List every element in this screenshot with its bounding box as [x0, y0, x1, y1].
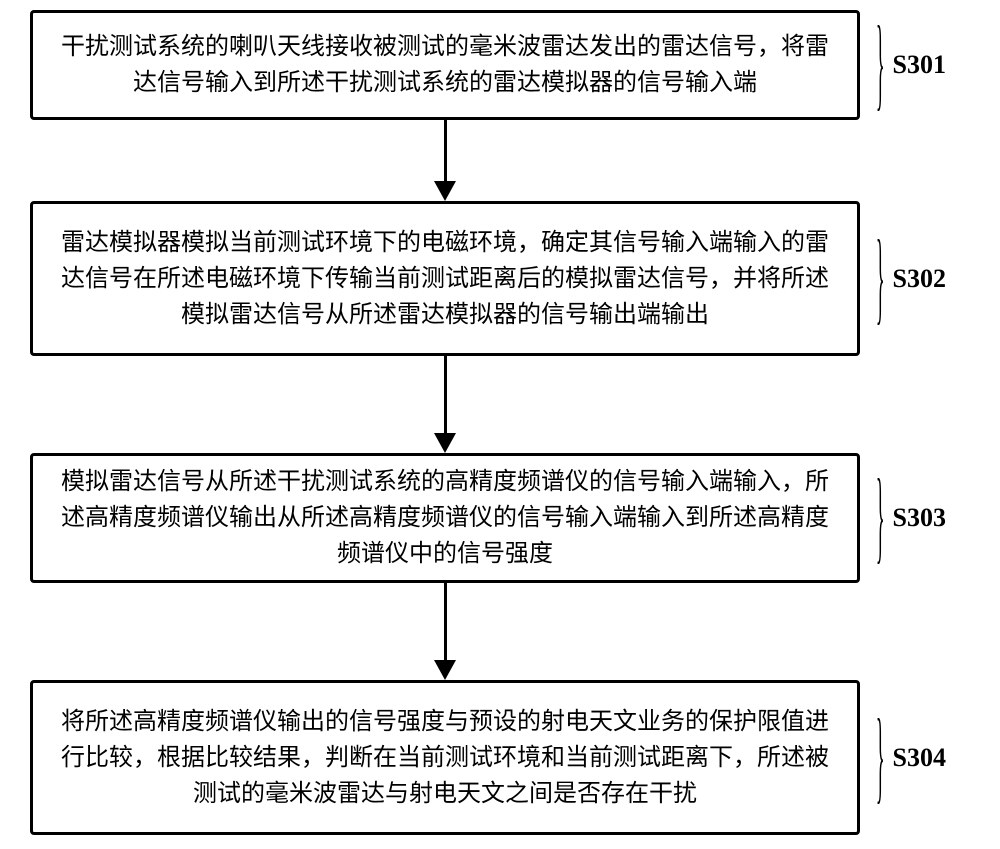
flow-step-tag: }S304 [874, 743, 946, 773]
flow-step-tag-label: S302 [892, 264, 945, 293]
flow-step-tag: }S302 [874, 264, 946, 294]
flow-node: 模拟雷达信号从所述干扰测试系统的高精度频谱仪的信号输入端输入，所述高精度频谱仪输… [30, 453, 860, 583]
arrow-head-icon [434, 433, 456, 453]
flow-node-text: 将所述高精度频谱仪输出的信号强度与预设的射电天文业务的保护限值进行比较，根据比较… [51, 704, 839, 812]
flow-node: 将所述高精度频谱仪输出的信号强度与预设的射电天文业务的保护限值进行比较，根据比较… [30, 680, 860, 835]
flowchart-container: 干扰测试系统的喇叭天线接收被测试的毫米波雷达发出的雷达信号，将雷达信号输入到所述… [30, 10, 970, 835]
flow-node: 干扰测试系统的喇叭天线接收被测试的毫米波雷达发出的雷达信号，将雷达信号输入到所述… [30, 10, 860, 120]
flow-step-S302: 雷达模拟器模拟当前测试环境下的电磁环境，确定其信号输入端输入的雷达信号在所述电磁… [30, 201, 970, 356]
flow-step-tag-label: S304 [892, 743, 945, 772]
flow-node-text: 模拟雷达信号从所述干扰测试系统的高精度频谱仪的信号输入端输入，所述高精度频谱仪输… [51, 464, 839, 572]
flow-step-S303: 模拟雷达信号从所述干扰测试系统的高精度频谱仪的信号输入端输入，所述高精度频谱仪输… [30, 453, 970, 583]
brace-icon: } [876, 5, 885, 125]
brace-icon: } [876, 219, 885, 339]
arrow-head-icon [434, 660, 456, 680]
flow-arrow [30, 356, 860, 453]
flow-node-text: 干扰测试系统的喇叭天线接收被测试的毫米波雷达发出的雷达信号，将雷达信号输入到所述… [51, 29, 839, 101]
arrow-line [444, 583, 447, 661]
flow-step-S304: 将所述高精度频谱仪输出的信号强度与预设的射电天文业务的保护限值进行比较，根据比较… [30, 680, 970, 835]
flow-arrow [30, 583, 860, 680]
flow-step-tag-label: S301 [892, 50, 945, 79]
flow-step-S301: 干扰测试系统的喇叭天线接收被测试的毫米波雷达发出的雷达信号，将雷达信号输入到所述… [30, 10, 970, 120]
flow-step-tag-label: S303 [892, 503, 945, 532]
brace-icon: } [876, 458, 885, 578]
arrow-line [444, 120, 447, 182]
brace-icon: } [876, 698, 885, 818]
flow-step-tag: }S303 [874, 503, 946, 533]
flow-arrow [30, 120, 860, 201]
arrow-head-icon [434, 181, 456, 201]
flow-step-tag: }S301 [874, 50, 946, 80]
arrow-line [444, 356, 447, 434]
flow-node: 雷达模拟器模拟当前测试环境下的电磁环境，确定其信号输入端输入的雷达信号在所述电磁… [30, 201, 860, 356]
flow-node-text: 雷达模拟器模拟当前测试环境下的电磁环境，确定其信号输入端输入的雷达信号在所述电磁… [51, 225, 839, 333]
